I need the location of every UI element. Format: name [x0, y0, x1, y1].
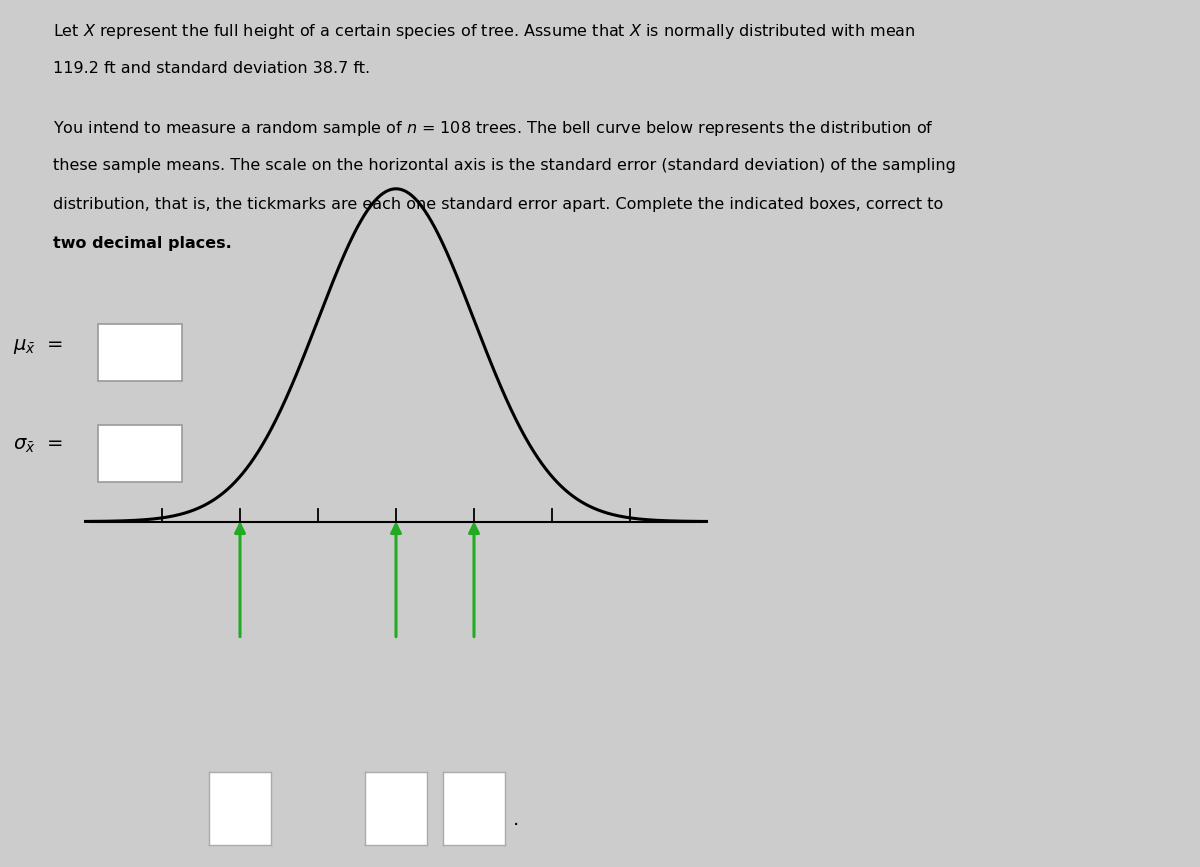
- Text: You intend to measure a random sample of $n$ = 108 trees. The bell curve below r: You intend to measure a random sample of…: [53, 120, 934, 138]
- Text: distribution, that is, the tickmarks are each one standard error apart. Complete: distribution, that is, the tickmarks are…: [53, 198, 943, 212]
- Text: Let $\mathit{X}$ represent the full height of a certain species of tree. Assume : Let $\mathit{X}$ represent the full heig…: [53, 22, 916, 41]
- FancyBboxPatch shape: [97, 323, 182, 381]
- Text: 119.2 ft and standard deviation 38.7 ft.: 119.2 ft and standard deviation 38.7 ft.: [53, 61, 370, 75]
- Text: two decimal places.: two decimal places.: [53, 237, 232, 251]
- Text: $\mu_{\bar{x}}$  =: $\mu_{\bar{x}}$ =: [13, 337, 64, 356]
- FancyBboxPatch shape: [97, 425, 182, 482]
- Text: $\sigma_{\bar{x}}$  =: $\sigma_{\bar{x}}$ =: [13, 436, 62, 455]
- Text: .: .: [512, 810, 520, 829]
- Text: these sample means. The scale on the horizontal axis is the standard error (stan: these sample means. The scale on the hor…: [53, 159, 955, 173]
